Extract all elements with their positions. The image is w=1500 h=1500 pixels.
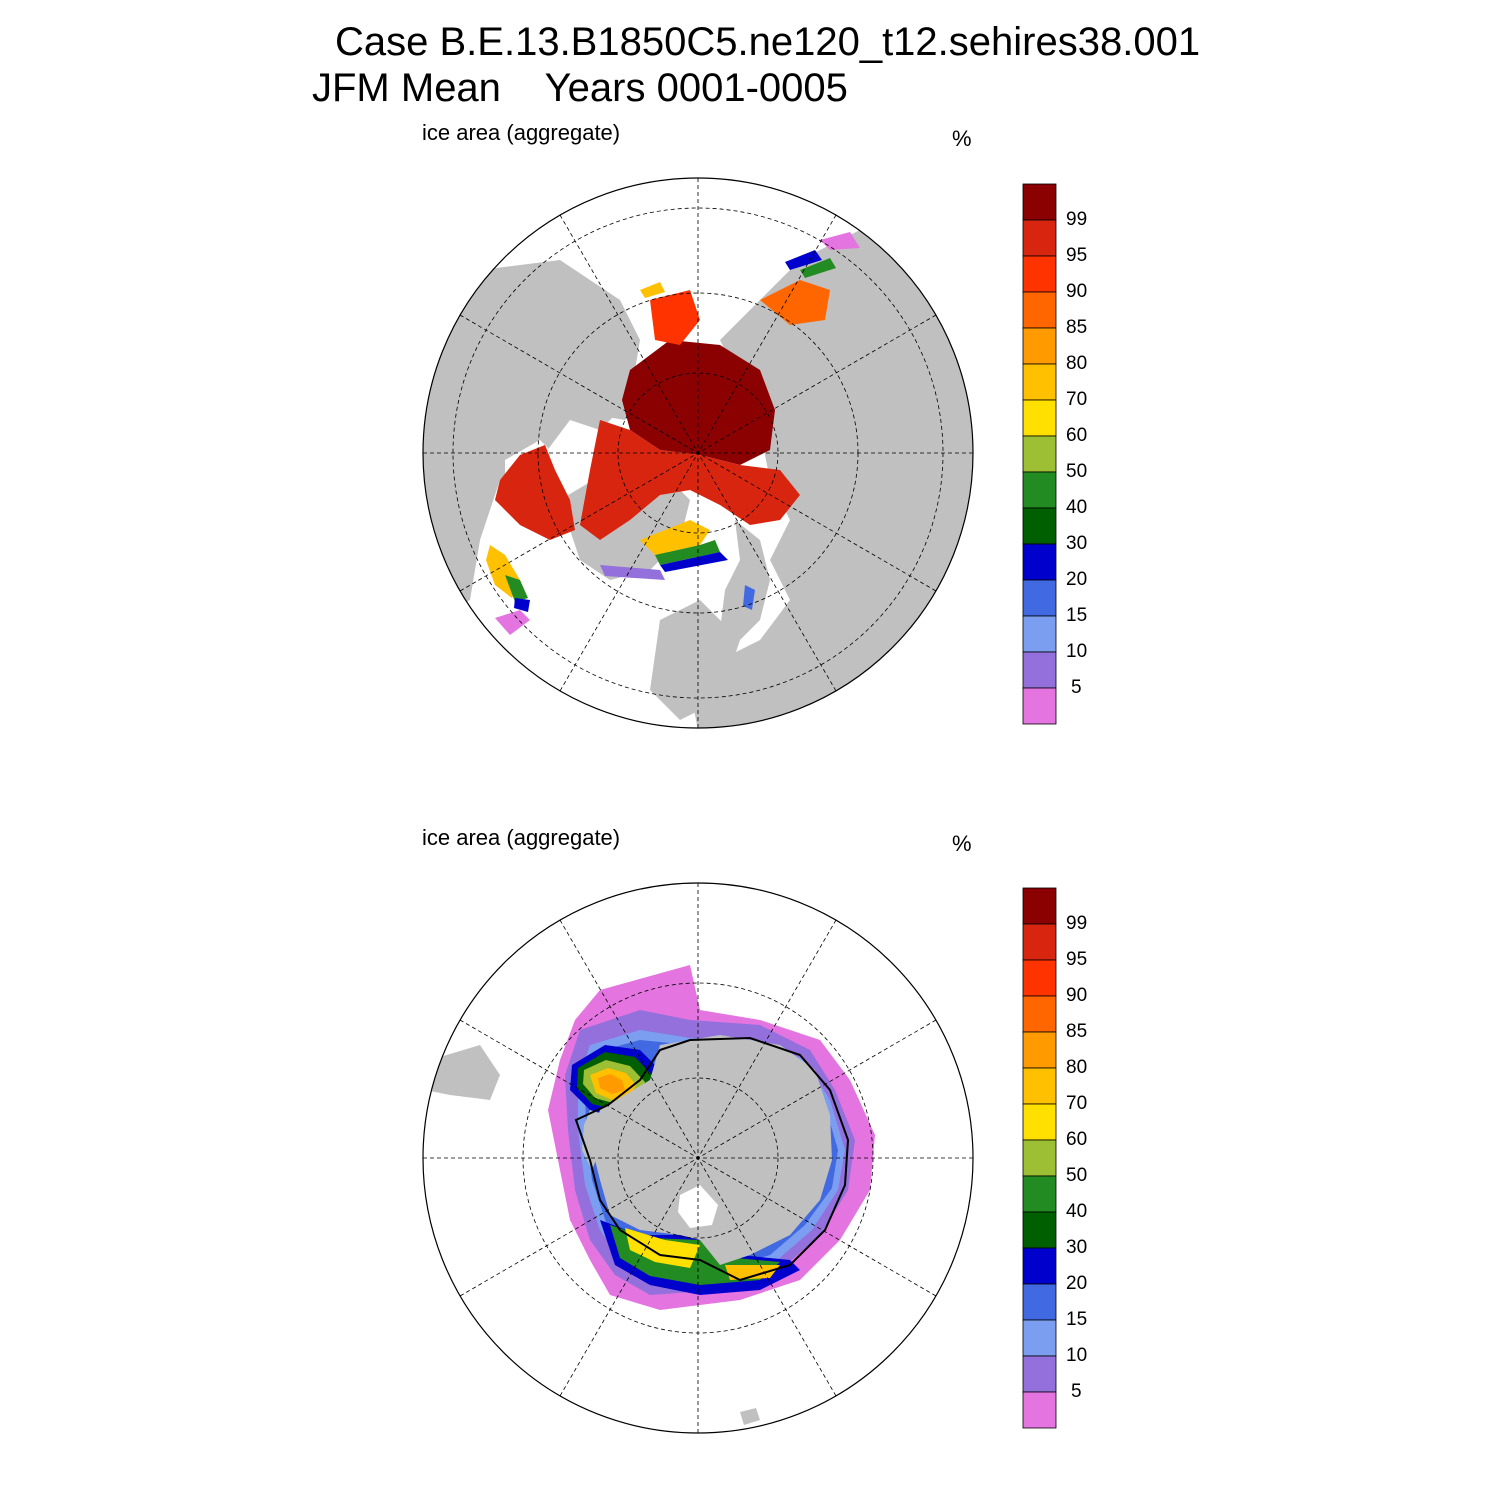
north-panel-label: ice area (aggregate)	[422, 120, 621, 145]
colorbar-tick-label: 99	[1066, 209, 1088, 230]
hudson-ice	[495, 445, 575, 540]
colorbar-swatch	[1022, 435, 1057, 473]
colorbar-swatch	[1022, 959, 1057, 997]
arctic-ice-95	[580, 420, 800, 540]
arctic-ice-core	[622, 340, 775, 465]
colorbar-swatch	[1022, 651, 1057, 689]
colorbar-swatch	[1022, 219, 1057, 257]
colorbar-swatch	[1022, 1319, 1057, 1357]
colorbar-tick-label: 20	[1066, 1273, 1088, 1294]
ice-edge-contour	[574, 1036, 850, 1282]
colorbar-tick-label: 85	[1066, 1021, 1088, 1042]
colorbar-tick-label: 40	[1066, 497, 1088, 518]
colorbar-swatch	[1022, 1283, 1057, 1321]
colorbar-tick-label: 10	[1066, 1345, 1088, 1366]
bering-ice	[650, 290, 700, 345]
colorbar-swatch	[1022, 507, 1057, 545]
colorbar-tick-label: 5	[1071, 1381, 1082, 1402]
colorbar-tick-label: 90	[1066, 281, 1088, 302]
colorbar-swatch	[1022, 1211, 1057, 1249]
south-polar-map	[422, 882, 974, 1434]
colorbar-tick-label: 60	[1066, 1129, 1088, 1150]
colorbar-swatch	[1022, 579, 1057, 617]
colorbar-tick-label: 95	[1066, 949, 1088, 970]
colorbar-tick-label: 15	[1066, 605, 1088, 626]
colorbar-tick-label: 70	[1066, 1093, 1088, 1114]
colorbar-tick-label: 50	[1066, 1165, 1088, 1186]
colorbar-swatch	[1022, 399, 1057, 437]
north-map-border	[422, 177, 974, 729]
south-map-border	[422, 882, 974, 1434]
colorbar-tick-label: 95	[1066, 245, 1088, 266]
colorbar-swatch	[1022, 327, 1057, 365]
colorbar-tick-label: 60	[1066, 425, 1088, 446]
colorbar-tick-label: 80	[1066, 1057, 1088, 1078]
colorbar-swatch	[1022, 1391, 1057, 1429]
colorbar-swatch	[1022, 471, 1057, 509]
north-graticule	[423, 178, 973, 728]
title-line-2: JFM Mean Years 0001-0005	[312, 66, 848, 110]
colorbar-tick-label: 70	[1066, 389, 1088, 410]
colorbar-swatch	[1022, 615, 1057, 653]
colorbar-swatch	[1022, 1067, 1057, 1105]
colorbar-tick-label: 80	[1066, 353, 1088, 374]
south-panel-unit: %	[952, 831, 972, 856]
south-panel-label: ice area (aggregate)	[422, 825, 621, 850]
colorbar-tick-label: 90	[1066, 985, 1088, 1006]
colorbar-tick-label: 15	[1066, 1309, 1088, 1330]
colorbar-swatch	[1022, 995, 1057, 1033]
north-sea-ice	[486, 232, 860, 635]
colorbar-swatch	[1022, 1355, 1057, 1393]
colorbar-swatch	[1022, 363, 1057, 401]
colorbar-tick-label: 85	[1066, 317, 1088, 338]
colorbar-tick-label: 99	[1066, 913, 1088, 934]
colorbar-tick-label: 5	[1071, 677, 1082, 698]
colorbar-swatch	[1022, 1103, 1057, 1141]
colorbar-tick-label: 50	[1066, 461, 1088, 482]
colorbar-tick-label: 10	[1066, 641, 1088, 662]
colorbar-tick-label: 20	[1066, 569, 1088, 590]
title-line-1: Case B.E.13.B1850C5.ne120_t12.sehires38.…	[335, 20, 1201, 64]
colorbar-tick-label: 40	[1066, 1201, 1088, 1222]
colorbar-swatch	[1022, 887, 1057, 925]
colorbar-tick-label: 30	[1066, 1237, 1088, 1258]
colorbar-swatch	[1022, 1139, 1057, 1177]
colorbar-swatch	[1022, 255, 1057, 293]
south-graticule	[423, 883, 973, 1433]
north-panel-unit: %	[952, 126, 972, 151]
north-colorbar	[1022, 183, 1057, 725]
colorbar-swatch	[1022, 1031, 1057, 1069]
colorbar-tick-label: 30	[1066, 533, 1088, 554]
south-colorbar	[1022, 887, 1057, 1429]
colorbar-swatch	[1022, 923, 1057, 961]
colorbar-swatch	[1022, 1175, 1057, 1213]
colorbar-swatch	[1022, 687, 1057, 725]
colorbar-swatch	[1022, 1247, 1057, 1285]
colorbar-swatch	[1022, 543, 1057, 581]
colorbar-swatch	[1022, 291, 1057, 329]
colorbar-swatch	[1022, 183, 1057, 221]
north-polar-map	[422, 177, 974, 729]
